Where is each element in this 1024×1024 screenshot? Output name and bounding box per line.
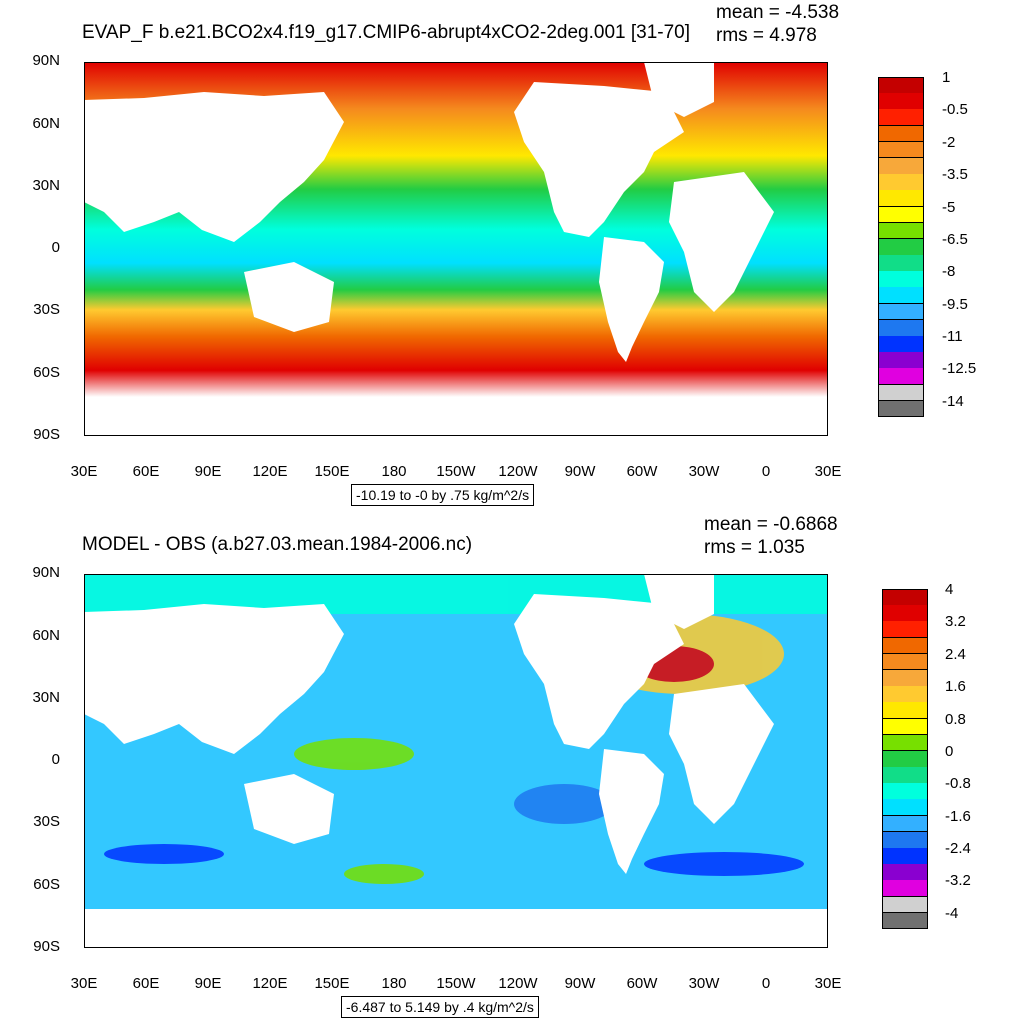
colorbar-label: 1 (942, 69, 951, 86)
bottom-rms-label: rms = 1.035 (704, 537, 805, 558)
bottom-lon-tick: 60W (626, 975, 658, 992)
top-lat-tick: 30S (33, 301, 60, 318)
bottom-lon-tick: 120W (498, 975, 538, 992)
bottom-lon-tick: 90E (194, 975, 222, 992)
top-lat-tick: 60N (32, 115, 60, 132)
bottom-lon-tick: 30E (814, 975, 842, 992)
top-range-note: -10.19 to -0 by .75 kg/m^2/s (351, 484, 535, 506)
bottom-map-title: MODEL - OBS (a.b27.03.mean.1984-2006.nc) (82, 534, 473, 555)
colorbar-swatch (882, 831, 928, 849)
top-mean-label: mean = -4.538 (716, 2, 840, 23)
colorbar-label: -0.8 (945, 775, 971, 793)
colorbar-label: -5 (942, 198, 956, 216)
top-map-frame (84, 62, 828, 436)
bottom-lat-tick: 30S (33, 813, 60, 830)
colorbar-label: -3.5 (942, 166, 968, 184)
bottom-mean-label: mean = -0.6868 (704, 514, 838, 535)
colorbar-label: -14 (942, 392, 964, 410)
bottom-lat-tick: 30N (32, 689, 60, 706)
top-lon-tick: 180 (381, 463, 407, 480)
bottom-lat-tick: 60S (33, 876, 60, 893)
bottom-lon-tick: 90W (564, 975, 596, 992)
bottom-lat-tick: 90N (32, 564, 60, 581)
top-rms-label: rms = 4.978 (716, 25, 817, 46)
bottom-lon-tick: 30E (70, 975, 98, 992)
colorbar-label: -9.5 (942, 295, 968, 313)
colorbar-swatch (882, 750, 928, 768)
top-lon-tick: 60E (132, 463, 160, 480)
top-lon-tick: 120E (252, 463, 288, 480)
colorbar-frame (878, 77, 924, 417)
top-lat-tick: 90N (32, 52, 60, 69)
colorbar-label: 0 (945, 742, 954, 760)
colorbar-label: -2.4 (945, 840, 971, 858)
colorbar-label: -3.2 (945, 872, 971, 890)
top-lat-tick: 90S (33, 426, 60, 443)
top-lon-tick: 60W (626, 463, 658, 480)
bottom-lon-tick: 120E (252, 975, 288, 992)
bottom-range-note: -6.487 to 5.149 by .4 kg/m^2/s (341, 996, 539, 1018)
top-lon-tick: 30W (688, 463, 720, 480)
colorbar-label: 3.2 (945, 613, 966, 631)
colorbar-label: 0.8 (945, 710, 966, 728)
bottom-lat-tick: 0 (51, 751, 60, 768)
top-lon-tick: 150W (436, 463, 476, 480)
bottom-map-field (84, 574, 828, 948)
top-lon-tick: 90W (564, 463, 596, 480)
bottom-lon-tick: 0 (761, 975, 771, 992)
colorbar-label: -12.5 (942, 360, 977, 378)
top-lon-tick: 30E (814, 463, 842, 480)
top-lon-tick: 120W (498, 463, 538, 480)
top-lat-tick: 30N (32, 177, 60, 194)
colorbar-label: -1.6 (945, 807, 971, 825)
top-map-panel: EVAP_F b.e21.BCO2x4.f19_g17.CMIP6-abrupt… (32, 2, 977, 506)
colorbar-swatch (878, 157, 924, 175)
colorbar-label: 1.6 (945, 678, 966, 696)
bottom-lon-tick: 150E (314, 975, 350, 992)
colorbar-label: -4 (945, 904, 959, 922)
bottom-lat-tick: 60N (32, 627, 60, 644)
bottom-map-panel: MODEL - OBS (a.b27.03.mean.1984-2006.nc)… (0, 512, 1024, 1024)
top-lon-tick: 90E (194, 463, 222, 480)
colorbar-swatch (878, 319, 924, 337)
colorbar-label: 2.4 (945, 645, 966, 663)
colorbar-label: -11 (942, 328, 963, 346)
bottom-lat-tick: 90S (33, 938, 60, 955)
colorbar-swatch (878, 238, 924, 256)
top-lon-tick: 150E (314, 463, 350, 480)
top-lat-tick: 60S (33, 364, 60, 381)
bottom-lon-tick: 30W (688, 975, 720, 992)
colorbar-label: -6.5 (942, 230, 968, 248)
colorbar-swatch (882, 669, 928, 687)
top-map-field (84, 62, 828, 436)
top-lon-tick: 0 (761, 463, 771, 480)
bottom-lon-tick: 150W (436, 975, 476, 992)
colorbar-label: -8 (942, 263, 956, 281)
bottom-lon-tick: 60E (132, 975, 160, 992)
colorbar-frame (882, 589, 928, 929)
bottom-lon-tick: 180 (381, 975, 407, 992)
colorbar-label: -2 (942, 133, 956, 151)
bottom-map-frame (84, 574, 828, 948)
top-lat-tick: 0 (51, 239, 60, 256)
colorbar-label: 4 (945, 581, 954, 598)
top-lon-tick: 30E (70, 463, 98, 480)
top-map-title: EVAP_F b.e21.BCO2x4.f19_g17.CMIP6-abrupt… (82, 22, 691, 43)
colorbar-label: -0.5 (942, 101, 968, 119)
